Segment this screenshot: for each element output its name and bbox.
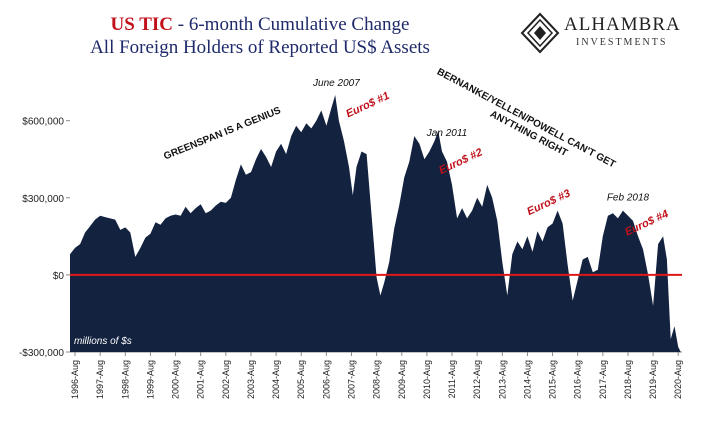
x-tick-label: 2015-Aug xyxy=(548,360,558,399)
x-tick-label: 2007-Aug xyxy=(346,360,356,399)
title-prefix: US TIC xyxy=(110,14,174,35)
series-area xyxy=(70,95,681,352)
chart-annotation: Feb 2018 xyxy=(607,192,650,203)
chart-annotation: Euro$ #4 xyxy=(623,208,670,239)
x-tick-label: 2006-Aug xyxy=(321,360,331,399)
x-tick-label: 2014-Aug xyxy=(522,360,532,399)
x-tick-label: 2020-Aug xyxy=(673,360,683,399)
x-tick-label: 2019-Aug xyxy=(648,360,658,399)
chart-annotation: Euro$ #1 xyxy=(344,90,391,121)
diamond-logo-icon xyxy=(520,12,560,54)
x-tick-label: 1997-Aug xyxy=(95,360,105,399)
y-tick-label: $300,000 xyxy=(22,194,64,205)
x-tick-label: 2000-Aug xyxy=(171,360,181,399)
x-tick-label: 2010-Aug xyxy=(422,360,432,399)
chart-annotation: GREENSPAN IS A GENIUS xyxy=(162,105,283,162)
y-tick-label: $0 xyxy=(53,271,65,282)
x-tick-label: 2011-Aug xyxy=(447,360,457,398)
chart-annotation: Euro$ #2 xyxy=(437,146,484,177)
x-tick-label: 2017-Aug xyxy=(598,360,608,399)
chart-annotation: June 2007 xyxy=(312,78,360,89)
x-tick-label: 2018-Aug xyxy=(623,360,633,399)
x-tick-label: 2016-Aug xyxy=(573,360,583,399)
chart-annotation: Euro$ #3 xyxy=(525,188,572,219)
chart-title-line2: All Foreign Holders of Reported US$ Asse… xyxy=(90,37,430,58)
chart-annotation: Jan 2011 xyxy=(426,128,467,139)
logo-subtitle: INVESTMENTS xyxy=(576,37,668,48)
x-tick-label: 1998-Aug xyxy=(120,360,130,399)
x-tick-label: 1996-Aug xyxy=(70,360,80,399)
x-tick-label: 2004-Aug xyxy=(271,360,281,399)
alhambra-logo: ALHAMBRA INVESTMENTS xyxy=(520,12,700,56)
x-tick-label: 2012-Aug xyxy=(472,360,482,399)
x-tick-label: 2005-Aug xyxy=(296,360,306,399)
unit-note: millions of $s xyxy=(74,336,132,347)
logo-name: ALHAMBRA xyxy=(564,14,681,35)
chart-title-line1: US TIC - 6-month Cumulative Change xyxy=(0,14,520,36)
y-tick-label: $600,000 xyxy=(22,117,64,128)
x-tick-label: 2008-Aug xyxy=(372,360,382,399)
x-tick-label: 2003-Aug xyxy=(246,360,256,399)
y-tick-label: -$300,000 xyxy=(19,348,64,359)
x-tick-label: 2013-Aug xyxy=(497,360,507,399)
x-tick-label: 2001-Aug xyxy=(196,360,206,399)
x-tick-label: 2002-Aug xyxy=(221,360,231,399)
title-text: - 6-month Cumulative Change xyxy=(173,14,410,35)
x-tick-label: 2009-Aug xyxy=(397,360,407,399)
x-tick-label: 1999-Aug xyxy=(145,360,155,399)
